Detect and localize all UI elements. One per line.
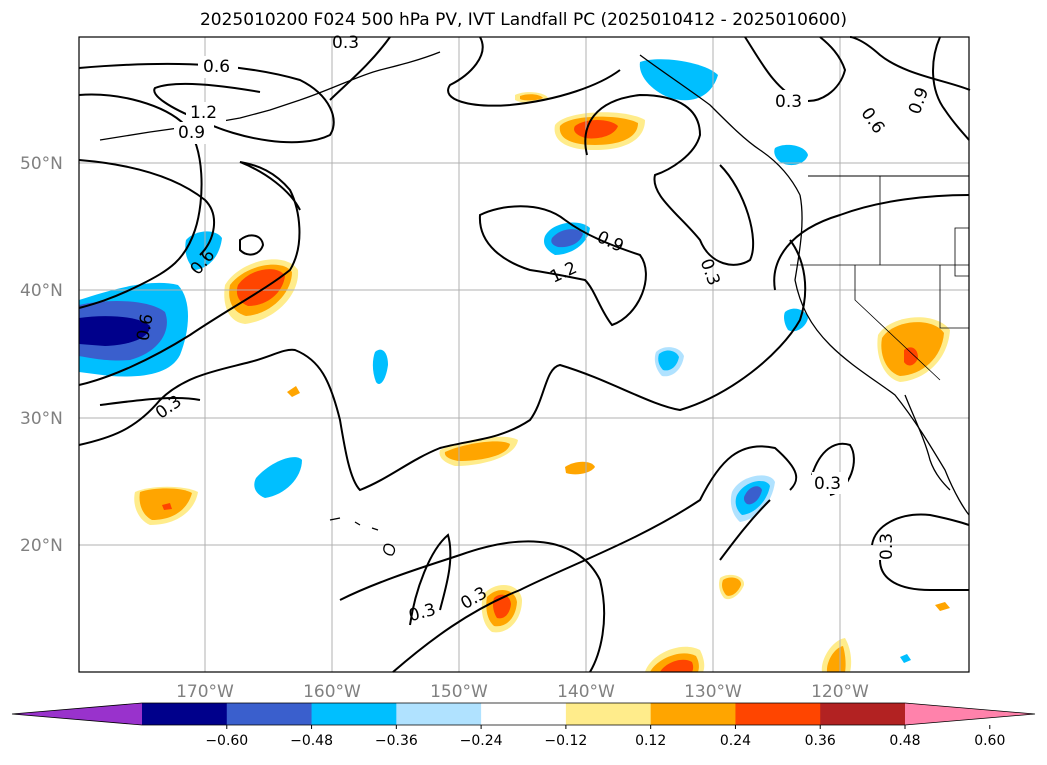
colorbar-segment bbox=[735, 703, 821, 725]
contour-label: 0.3 bbox=[775, 92, 802, 112]
colorbar-segment bbox=[226, 703, 313, 725]
colorbar-tick-label: −0.36 bbox=[375, 733, 418, 749]
contour-label: 0.3 bbox=[152, 392, 186, 424]
colorbar-extension-min bbox=[12, 703, 142, 725]
pv-contour-line bbox=[99, 396, 201, 406]
negative-anomaly-region bbox=[774, 144, 808, 166]
pv-contour-line bbox=[78, 159, 216, 256]
colorbar-tick-label: −0.48 bbox=[290, 733, 333, 749]
lat-label-40n: 40°N bbox=[20, 281, 63, 301]
pv-contour-line bbox=[719, 499, 771, 561]
contour-label: 0.3 bbox=[407, 600, 438, 626]
negative-anomaly-region bbox=[551, 229, 583, 248]
colorbar-tick-label: −0.12 bbox=[544, 733, 587, 749]
negative-anomaly-region bbox=[372, 349, 388, 385]
lon-label-140w: 140°W bbox=[557, 682, 615, 702]
pv-contour-line bbox=[329, 36, 621, 107]
contour-label: 0.6 bbox=[857, 104, 889, 138]
negative-anomaly-region bbox=[79, 316, 150, 346]
negative-anomaly-region bbox=[658, 350, 679, 371]
pv-contour-line bbox=[744, 36, 847, 102]
colorbar-segment bbox=[820, 703, 906, 725]
contour-label: 0.3 bbox=[877, 533, 897, 560]
pc-shading bbox=[79, 59, 950, 672]
state-borders bbox=[790, 176, 970, 381]
contour-labels: 0.6 1.2 0.9 0.6 0.9 0.6 0.3 0.9 1.2 0.3 … bbox=[133, 33, 933, 626]
map-title: 2025010200 F024 500 hPa PV, IVT Landfall… bbox=[199, 10, 847, 30]
contour-label: 0.6 bbox=[203, 57, 230, 77]
lat-label-50n: 50°N bbox=[20, 154, 63, 174]
colorbar-segment bbox=[396, 703, 482, 725]
pv-contour-line bbox=[78, 239, 807, 492]
colorbar-extension-max bbox=[905, 703, 1035, 725]
positive-anomaly-region bbox=[904, 347, 918, 366]
positive-anomaly-region bbox=[565, 461, 595, 475]
colorbar-segment bbox=[565, 703, 652, 725]
positive-anomaly-region bbox=[935, 602, 950, 611]
colorbar-tick-label: 0.24 bbox=[720, 733, 751, 749]
pv-contour-line bbox=[478, 205, 647, 327]
colorbar-segment bbox=[481, 703, 567, 725]
coastline-north-america bbox=[794, 194, 970, 516]
colorbar-tick-label: 0.36 bbox=[805, 733, 836, 749]
positive-anomaly-region bbox=[826, 646, 846, 672]
lon-label-150w: 150°W bbox=[430, 682, 488, 702]
negative-anomaly-region bbox=[743, 486, 762, 505]
negative-anomaly-region bbox=[254, 457, 302, 498]
colorbar-tick-label: −0.60 bbox=[205, 733, 248, 749]
contour-label: 1.2 bbox=[190, 103, 217, 123]
coastline-hawaii bbox=[329, 517, 396, 556]
pv-contour-line bbox=[239, 234, 265, 256]
lon-label-160w: 160°W bbox=[303, 682, 361, 702]
lon-label-170w: 170°W bbox=[176, 682, 234, 702]
contour-label: 1.2 bbox=[547, 258, 580, 288]
coastlines bbox=[99, 51, 970, 556]
contour-label: 0.9 bbox=[178, 123, 205, 143]
coastline-baja bbox=[904, 394, 951, 491]
lon-label-130w: 130°W bbox=[684, 682, 742, 702]
pv-contour-line bbox=[339, 540, 606, 673]
colorbar-tick-label: 0.48 bbox=[889, 733, 920, 749]
colorbar-tick-label: −0.24 bbox=[460, 733, 503, 749]
colorbar-segment bbox=[650, 703, 736, 725]
lat-label-20n: 20°N bbox=[20, 536, 63, 556]
positive-anomaly-region bbox=[287, 386, 300, 397]
contour-label: 0.3 bbox=[814, 474, 841, 494]
contour-label: 0.3 bbox=[332, 33, 359, 53]
pv-contour-line bbox=[409, 533, 452, 626]
negative-anomaly-region bbox=[639, 59, 718, 101]
colorbar-tick-label: 0.60 bbox=[974, 733, 1005, 749]
negative-anomaly-region bbox=[900, 654, 911, 663]
positive-anomaly-region bbox=[520, 94, 543, 101]
pv-contour-line bbox=[584, 93, 755, 266]
coastline-alaska bbox=[299, 51, 801, 196]
pv-contours bbox=[78, 36, 971, 673]
contour-label: 0.9 bbox=[594, 227, 627, 257]
lon-label-120w: 120°W bbox=[811, 682, 869, 702]
colorbar-segment bbox=[311, 703, 397, 725]
positive-anomaly-region bbox=[660, 659, 694, 672]
map-frame bbox=[78, 36, 970, 673]
colorbar-outline bbox=[11, 702, 1036, 726]
colorbar: −0.60 −0.48 −0.36 −0.24 −0.12 0.12 0.24 0.36 0.4… bbox=[11, 702, 1036, 749]
pv-contour-line bbox=[78, 93, 203, 309]
positive-anomaly-region bbox=[444, 441, 510, 461]
positive-anomaly-region bbox=[722, 577, 742, 596]
contour-label: 0.6 bbox=[133, 312, 157, 342]
pv-contour-line bbox=[78, 161, 301, 386]
positive-anomaly-region bbox=[162, 503, 172, 510]
colorbar-segment bbox=[142, 703, 228, 725]
lat-label-30n: 30°N bbox=[20, 409, 63, 429]
contour-label: 0.9 bbox=[905, 85, 933, 117]
pv-contour-line bbox=[392, 445, 798, 673]
pv-contour-line bbox=[871, 513, 970, 591]
pv-contour-line bbox=[849, 36, 971, 141]
pv-contour-line bbox=[773, 194, 970, 291]
colorbar-tick-label: 0.12 bbox=[635, 733, 666, 749]
